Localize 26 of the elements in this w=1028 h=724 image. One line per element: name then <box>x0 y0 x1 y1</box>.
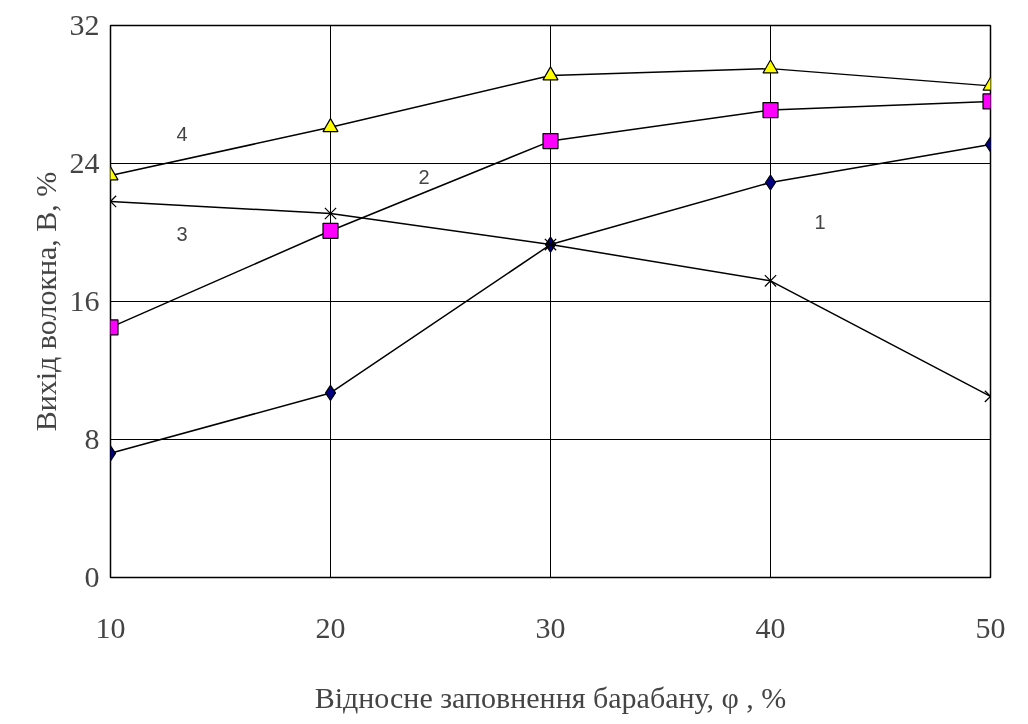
point <box>322 222 339 239</box>
x-tick-label: 50 <box>975 610 1006 644</box>
y-tick-label: 0 <box>84 560 100 593</box>
y-tick-label: 24 <box>69 146 100 179</box>
point <box>542 66 559 81</box>
x-tick-label: 20 <box>315 610 346 644</box>
y-axis-title: Вихід волокна, В, % <box>28 171 62 432</box>
point <box>764 174 777 191</box>
point <box>324 384 337 402</box>
series-label: 1 <box>814 211 826 234</box>
y-tick-label: 8 <box>84 422 100 455</box>
x-axis-title: Відносне заповнення барабану, φ , % <box>314 680 787 714</box>
point <box>762 101 779 119</box>
point <box>542 132 559 150</box>
point <box>322 118 339 133</box>
series-label: 3 <box>176 223 188 246</box>
series-label: 2 <box>418 166 430 189</box>
x-tick-label: 40 <box>755 610 786 644</box>
point <box>762 59 779 74</box>
x-tick-label: 10 <box>95 610 126 644</box>
y-tick-label: 32 <box>69 8 100 41</box>
y-tick-label: 16 <box>69 284 100 317</box>
point <box>324 207 337 220</box>
point <box>764 274 777 288</box>
series-label: 4 <box>176 123 188 146</box>
x-tick-label: 30 <box>535 610 566 644</box>
